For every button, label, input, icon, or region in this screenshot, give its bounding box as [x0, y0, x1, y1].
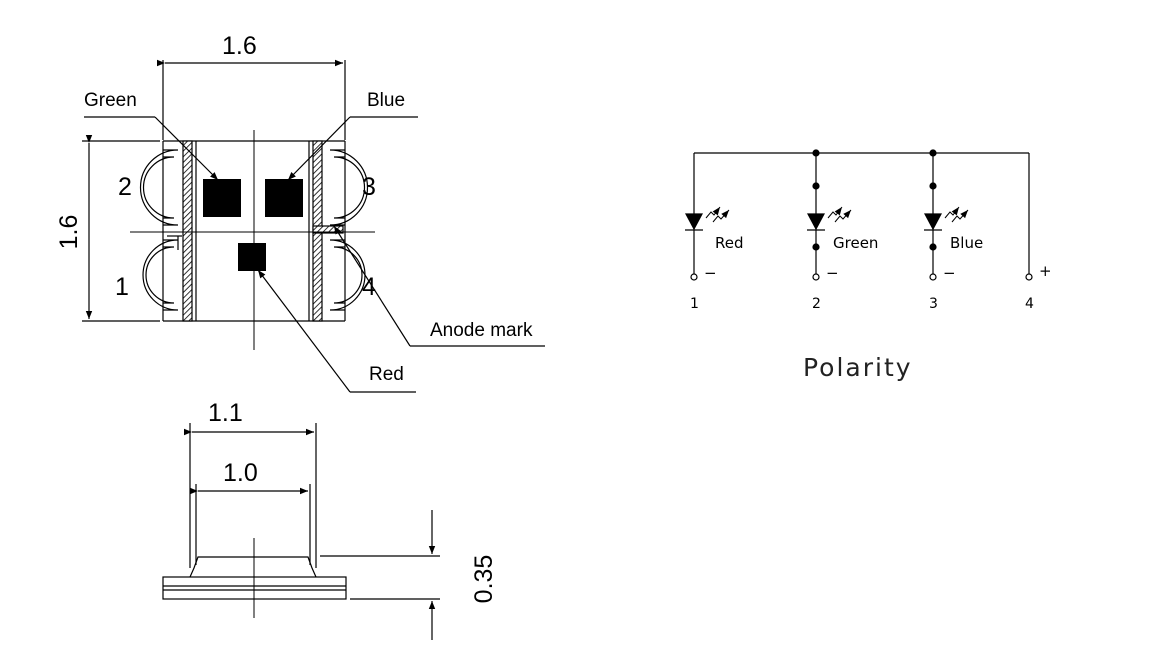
led-blue-label: Blue: [950, 234, 983, 252]
led-green-label: Green: [833, 234, 878, 252]
red-label: Red: [369, 364, 404, 385]
led-symbols: [685, 149, 942, 251]
blue-die: [265, 179, 303, 217]
anode-mark-label: Anode mark: [430, 320, 533, 341]
schematic-pin-2: 2: [812, 296, 821, 312]
pin-3-label: 3: [362, 173, 376, 201]
red-die: [238, 243, 266, 271]
side-view: [162, 423, 440, 640]
blue-label: Blue: [367, 90, 405, 111]
schematic-pin-4: 4: [1025, 296, 1034, 312]
led-red-label: Red: [715, 234, 744, 252]
pin-1-sign: −: [704, 264, 717, 282]
height-dimension: 1.6: [55, 215, 83, 250]
polarity-schematic: [690, 152, 1033, 281]
leader-lines: [84, 116, 545, 393]
pin-2-label: 2: [118, 173, 132, 201]
green-die: [203, 179, 241, 217]
schematic-pin-1: 1: [690, 296, 699, 312]
inner-width-dimension: 1.0: [223, 459, 258, 487]
green-label: Green: [84, 90, 137, 111]
pin-1-label: 1: [115, 273, 129, 301]
pin-3-sign: −: [943, 264, 956, 282]
pin-4-sign: +: [1039, 262, 1052, 280]
emission-arrows: [705, 206, 969, 223]
width-dimension: 1.6: [222, 32, 257, 60]
schematic-pin-3: 3: [929, 296, 938, 312]
top-view: [82, 59, 375, 350]
pin-4-label: 4: [362, 273, 376, 301]
polarity-title: Polarity: [803, 353, 913, 382]
outer-width-dimension: 1.1: [208, 399, 243, 427]
pin-2-sign: −: [826, 264, 839, 282]
height-035-dimension: 0.35: [470, 555, 498, 604]
